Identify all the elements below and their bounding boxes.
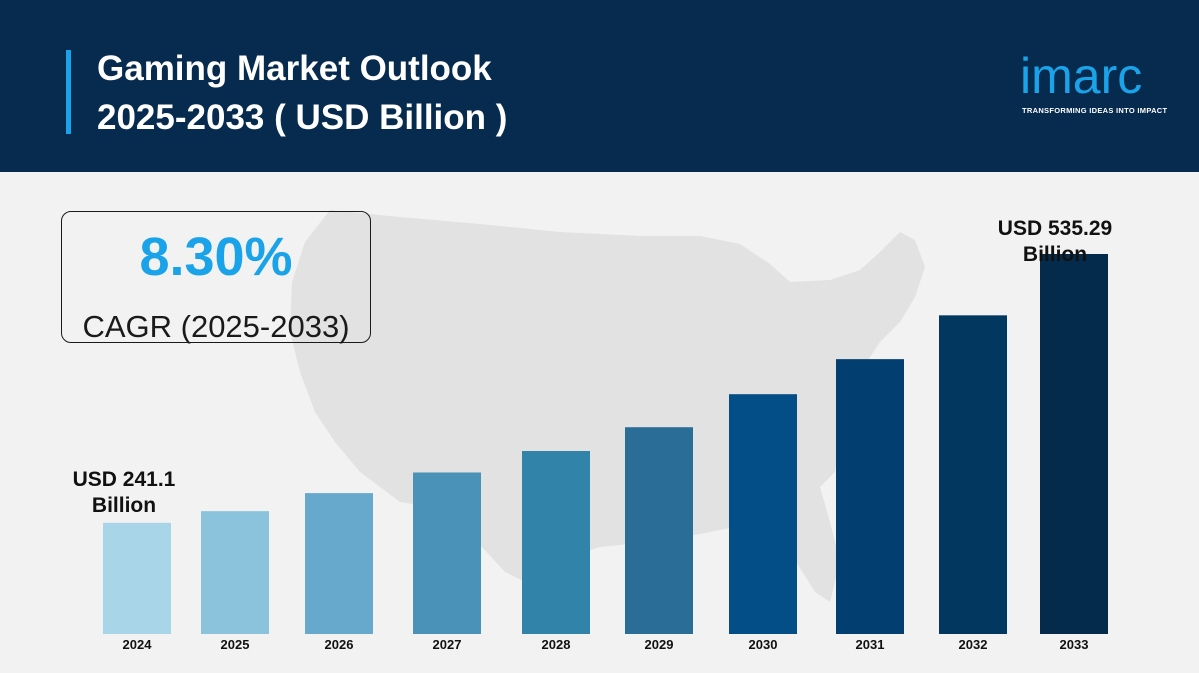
bar-2025 <box>201 511 269 634</box>
cagr-value: 8.30% <box>139 227 293 287</box>
bar-2030 <box>729 394 797 634</box>
bar-2026 <box>305 493 373 634</box>
last-value-callout: USD 535.29 Billion <box>985 216 1125 268</box>
header-banner: Gaming Market Outlook 2025-2033 ( USD Bi… <box>0 0 1199 172</box>
bar-2029 <box>625 427 693 634</box>
logo-tagline: TRANSFORMING IDEAS INTO IMPACT <box>1022 106 1168 115</box>
bar-2024 <box>103 522 171 634</box>
first-value-callout: USD 241.1 Billion <box>54 467 194 519</box>
x-tick-label-2024: 2024 <box>123 637 153 652</box>
bar-2032 <box>939 315 1007 634</box>
x-tick-label-2025: 2025 <box>221 637 250 652</box>
x-tick-label-2027: 2027 <box>433 637 462 652</box>
x-tick-label-2030: 2030 <box>749 637 778 652</box>
last-value-line2: Billion <box>1022 243 1088 266</box>
last-value-line1: USD 535.29 <box>997 217 1113 240</box>
chart-title: Gaming Market Outlook 2025-2033 ( USD Bi… <box>97 44 507 142</box>
imarc-logo: imarc TRANSFORMING IDEAS INTO IMPACT <box>1018 48 1178 120</box>
chart-title-line2: 2025-2033 ( USD Billion ) <box>97 98 508 137</box>
first-value-line2: Billion <box>91 494 157 517</box>
bar-2033 <box>1040 254 1108 634</box>
x-tick-label-2029: 2029 <box>645 637 674 652</box>
x-tick-label-2031: 2031 <box>856 637 885 652</box>
x-tick-label-2028: 2028 <box>542 637 571 652</box>
title-accent-bar <box>66 50 71 134</box>
x-tick-label-2033: 2033 <box>1060 637 1089 652</box>
bar-2031 <box>836 359 904 634</box>
bar-2027 <box>413 472 481 634</box>
cagr-box: 8.30% CAGR (2025-2033) <box>61 211 371 344</box>
logo-wordmark: imarc <box>1020 48 1143 104</box>
cagr-label: CAGR (2025-2033) <box>82 309 350 344</box>
chart-title-line1: Gaming Market Outlook <box>97 49 492 88</box>
x-tick-label-2032: 2032 <box>959 637 988 652</box>
bar-2028 <box>522 451 590 634</box>
first-value-line1: USD 241.1 <box>72 468 176 491</box>
x-tick-label-2026: 2026 <box>325 637 354 652</box>
